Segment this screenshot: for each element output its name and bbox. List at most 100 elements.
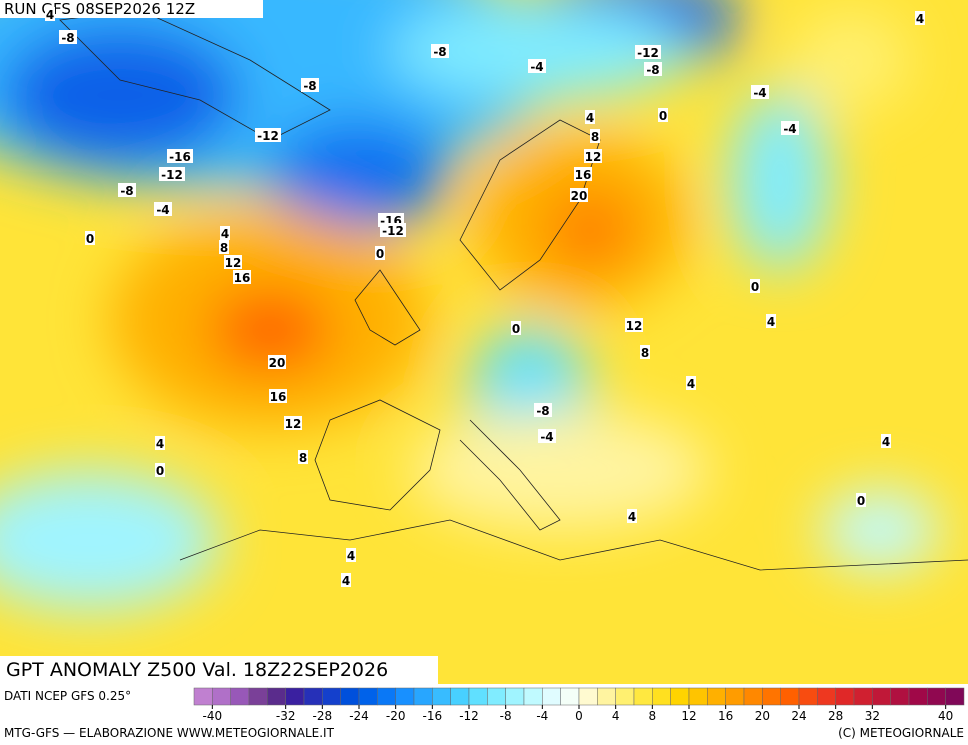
- contour-label: -12: [382, 224, 404, 238]
- colorbar-tick-label: 8: [649, 709, 657, 723]
- contour-label-bg: [590, 129, 600, 143]
- contour-label-bg: [511, 321, 521, 335]
- colorbar-tick-label: 32: [865, 709, 880, 723]
- contour-label-bg: [915, 11, 925, 25]
- colorbar-tick-label: 16: [718, 709, 733, 723]
- contour-label-bg: [159, 167, 185, 181]
- colorbar-tick-label: 28: [828, 709, 843, 723]
- colorbar-swatch: [468, 687, 488, 706]
- colorbar-tick-label: -8: [500, 709, 512, 723]
- contour-label-bg: [375, 246, 385, 260]
- colorbar-swatch: [890, 687, 910, 706]
- colorbar-swatch: [303, 687, 323, 706]
- contour-label-bg: [644, 62, 662, 76]
- colorbar-tick-label: -28: [313, 709, 333, 723]
- colorbar-tick-label: -16: [423, 709, 443, 723]
- contour-label-bg: [45, 7, 55, 21]
- contour-label: -12: [161, 168, 183, 182]
- contour-label-bg: [301, 78, 319, 92]
- contour-label: -8: [120, 184, 133, 198]
- contour-label-bg: [534, 403, 552, 417]
- colorbar-swatch: [798, 687, 818, 706]
- contour-label: 0: [512, 322, 520, 336]
- colorbar-swatch: [652, 687, 671, 706]
- contour-label: -4: [783, 122, 796, 136]
- contour-label-bg: [85, 231, 95, 245]
- colorbar-tick-label: -20: [386, 709, 406, 723]
- colorbar-swatch: [780, 687, 800, 706]
- contour-label: 16: [575, 168, 592, 182]
- colorbar-tick-label: 12: [681, 709, 696, 723]
- colorbar-swatch: [835, 687, 855, 706]
- colorbar-tick-label: 4: [612, 709, 620, 723]
- contour-label-bg: [781, 121, 799, 135]
- contour-label-bg: [640, 345, 650, 359]
- contour-label-bg: [220, 226, 230, 240]
- contour-label-bg: [269, 389, 287, 403]
- contour-label-bg: [219, 240, 229, 254]
- contour-label-bg: [298, 450, 308, 464]
- contour-label: 12: [585, 150, 602, 164]
- contour-label-bg: [658, 108, 668, 122]
- contour-label-bg: [346, 548, 356, 562]
- contour-label-bg: [574, 167, 592, 181]
- contour-label-bg: [528, 59, 546, 73]
- contour-label: 0: [857, 494, 865, 508]
- colorbar-swatch: [432, 687, 451, 706]
- contour-label-bg: [625, 318, 643, 332]
- contour-label-bg: [584, 149, 602, 163]
- colorbar-tick-label: 24: [791, 709, 806, 723]
- contour-label-bg: [380, 223, 406, 237]
- contour-label: 4: [586, 111, 594, 125]
- contour-label: 8: [591, 130, 599, 144]
- contour-label-bg: [118, 183, 136, 197]
- contour-label: -8: [536, 404, 549, 418]
- contour-label-bg: [255, 128, 281, 142]
- colorbar-tick-label: -12: [459, 709, 479, 723]
- colorbar-swatch: [743, 687, 763, 706]
- contour-label-bg: [59, 30, 77, 44]
- contour-label: 4: [221, 227, 229, 241]
- contour-label: 0: [659, 109, 667, 123]
- contour-label-bg: [233, 270, 251, 284]
- contour-label: 8: [641, 346, 649, 360]
- contour-label-bg: [155, 436, 165, 450]
- contour-label-bg: [284, 416, 302, 430]
- colorbar-swatch: [688, 687, 708, 706]
- colorbar-swatch: [908, 687, 928, 706]
- footer-left: MTG-GFS — ELABORAZIONE WWW.METEOGIORNALE…: [4, 726, 335, 740]
- contour-label-bg: [268, 355, 286, 369]
- map-title: GPT ANOMALY Z500 Val. 18Z22SEP2026: [6, 659, 388, 681]
- colorbar-swatch: [267, 687, 286, 706]
- contour-label-bg: [167, 149, 193, 163]
- contour-label: -12: [257, 129, 279, 143]
- colorbar-swatch: [358, 687, 378, 706]
- run-label: RUN GFS 08SEP2026 12Z: [4, 0, 195, 18]
- colorbar-tick-label: 20: [755, 709, 770, 723]
- colorbar-swatch: [578, 687, 598, 706]
- contour-label: -12: [637, 46, 659, 60]
- contour-label-bg: [856, 493, 866, 507]
- contour-label-bg: [750, 279, 760, 293]
- contour-label: 0: [86, 232, 94, 246]
- contour-label: -8: [61, 31, 74, 45]
- run-box: [0, 0, 263, 18]
- colorbar-swatch: [725, 687, 745, 706]
- contour-label-bg: [627, 509, 637, 523]
- contour-label-bg: [751, 85, 769, 99]
- colorbar-swatch: [633, 687, 653, 706]
- contour-label: -4: [156, 203, 169, 217]
- colorbar-swatch: [212, 687, 231, 706]
- source-label: DATI NCEP GFS 0.25°: [4, 689, 131, 703]
- colorbar-swatch: [945, 687, 965, 706]
- colorbar-swatch: [762, 687, 781, 706]
- colorbar-swatch: [560, 687, 580, 706]
- colorbar-tick-label: -32: [276, 709, 296, 723]
- contour-label: 16: [270, 390, 287, 404]
- contour-label: -4: [540, 430, 553, 444]
- colorbar: -40 -32 -28 -24 -20 -16 -12 -8 -4 0 4 8 12 16 20 24 28 32…: [193, 687, 965, 723]
- colorbar-swatch: [322, 687, 341, 706]
- colorbar-swatch: [505, 687, 525, 706]
- contour-label-bg: [155, 463, 165, 477]
